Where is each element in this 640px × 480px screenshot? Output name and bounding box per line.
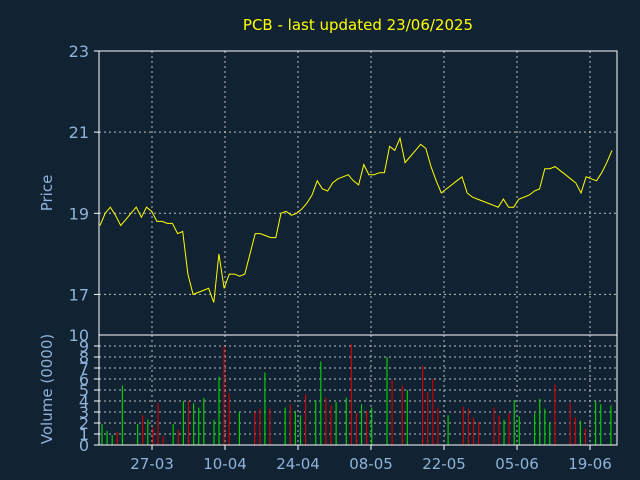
volume-y-tick-label: 8	[79, 348, 89, 367]
volume-y-tick-label: 9	[79, 337, 89, 356]
x-tick-label: 10-04	[203, 455, 247, 473]
volume-y-tick-label: 2	[79, 414, 89, 433]
chart-title: PCB - last updated 23/06/2025	[243, 16, 473, 34]
price-y-tick-label: 23	[69, 42, 89, 61]
volume-bars	[101, 343, 612, 445]
volume-y-tick-label: 4	[79, 392, 89, 411]
volume-y-tick-label: 0	[79, 436, 89, 455]
x-tick-label: 27-03	[130, 455, 174, 473]
x-tick-label: 08-05	[349, 455, 393, 473]
volume-y-tick-label: 1	[79, 425, 89, 444]
volume-panel-frame	[98, 334, 618, 446]
volume-axis-label: Volume (0000)	[38, 334, 56, 444]
volume-top-label: 10	[69, 326, 89, 345]
x-tick-label: 05-06	[495, 455, 539, 473]
price-axis-label: Price	[38, 175, 56, 212]
x-axis-ticks: 27-03 10-04 24-04 08-05 22-05 05-06 19-06	[130, 445, 612, 473]
price-grid	[99, 51, 617, 335]
volume-y-tick-label: 7	[79, 359, 89, 378]
price-y-tick-label: 19	[69, 204, 89, 223]
x-tick-label: 19-06	[568, 455, 612, 473]
price-y-ticks: 17 19 21 23 10	[69, 42, 99, 345]
x-tick-label: 22-05	[422, 455, 466, 473]
price-series	[99, 136, 613, 303]
volume-y-tick-label: 3	[79, 403, 89, 422]
volume-grid	[99, 335, 617, 445]
price-line	[99, 136, 613, 303]
volume-y-tick-label: 6	[79, 370, 89, 389]
price-y-tick-label: 17	[69, 285, 89, 304]
x-tick-label: 24-04	[276, 455, 320, 473]
volume-y-tick-label: 5	[79, 381, 89, 400]
price-y-tick-label: 21	[69, 123, 89, 142]
